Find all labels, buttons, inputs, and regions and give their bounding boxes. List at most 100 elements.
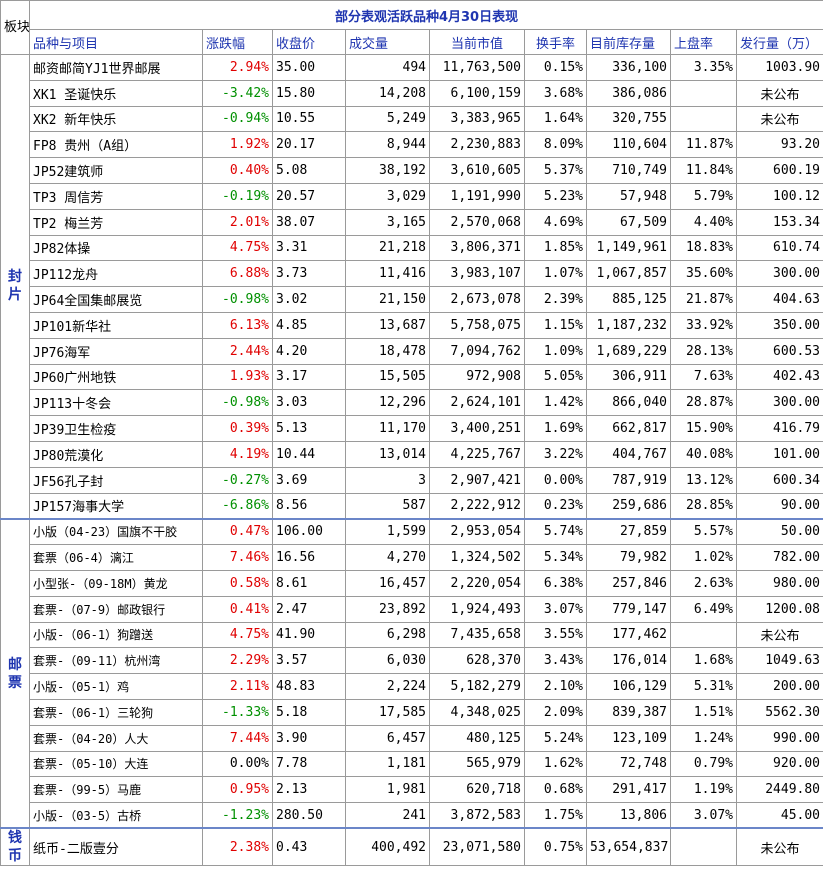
row-listing-rate: 28.13% <box>670 337 737 365</box>
row-stock: 72,748 <box>586 750 671 778</box>
table-row: JP112龙舟 6.88% 3.73 11,416 3,983,107 1.07% 1,06… <box>1 260 823 288</box>
table-row: JP157海事大学 -6.86% 8.56 587 2,222,912 0.23% 259,… <box>1 492 823 520</box>
row-listing-rate <box>670 621 737 649</box>
row-market-value: 5,758,075 <box>429 311 525 339</box>
row-turnover: 3.68% <box>524 79 587 107</box>
row-stock: 123,109 <box>586 724 671 752</box>
row-change: 2.38% <box>202 827 273 867</box>
row-volume: 2,224 <box>345 673 430 700</box>
corner-label: 板块 <box>0 0 30 55</box>
row-turnover: 5.34% <box>524 544 587 571</box>
section-label: 封片 <box>0 53 30 520</box>
row-price: 5.13 <box>272 415 346 442</box>
row-volume: 11,416 <box>345 260 430 288</box>
row-issue: 920.00 <box>735 750 823 778</box>
row-name: JP157海事大学 <box>29 492 203 520</box>
row-volume: 1,981 <box>345 776 430 804</box>
row-stock: 27,859 <box>586 517 671 546</box>
row-stock: 885,125 <box>586 286 671 313</box>
table-row: JP101新华社 6.13% 4.85 13,687 5,758,075 1.15% 1,1… <box>1 311 823 339</box>
table-row: 套票-（99-5）马鹿 0.95% 2.13 1,981 620,718 0.68% 291… <box>1 776 823 804</box>
row-listing-rate: 1.51% <box>670 698 737 726</box>
row-listing-rate: 3.35% <box>670 54 737 81</box>
row-volume: 13,687 <box>345 311 430 339</box>
row-stock: 1,689,229 <box>586 337 671 365</box>
row-market-value: 1,191,990 <box>429 182 525 210</box>
row-name: 纸币-二版壹分 <box>29 827 203 867</box>
table-row: 套票-（09-11）杭州湾 2.29% 3.57 6,030 628,370 3.43% 1… <box>1 647 823 675</box>
row-price: 3.31 <box>272 234 346 262</box>
row-change: 1.92% <box>202 131 273 159</box>
row-name: 套票-（05-10）大连 <box>29 750 203 778</box>
row-market-value: 2,953,054 <box>429 517 525 546</box>
row-stock: 1,067,857 <box>586 260 671 288</box>
table-row: 套票-（04-20）人大 7.44% 3.90 6,457 480,125 5.24% 12… <box>1 724 823 752</box>
row-turnover: 3.22% <box>524 440 587 468</box>
row-turnover: 3.07% <box>524 595 587 623</box>
row-turnover: 2.10% <box>524 673 587 700</box>
row-price: 5.18 <box>272 698 346 726</box>
row-volume: 241 <box>345 802 430 829</box>
row-issue: 100.12 <box>735 182 823 210</box>
row-market-value: 620,718 <box>429 776 525 804</box>
row-price: 3.57 <box>272 647 346 675</box>
row-market-value: 2,222,912 <box>429 492 525 520</box>
row-change: 0.47% <box>202 517 273 546</box>
row-market-value: 972,908 <box>429 363 525 391</box>
row-price: 5.08 <box>272 157 346 184</box>
row-name: 小版-（06-1）狗蹭送 <box>29 621 203 649</box>
row-market-value: 3,383,965 <box>429 105 525 133</box>
row-turnover: 1.69% <box>524 415 587 442</box>
row-price: 4.85 <box>272 311 346 339</box>
row-listing-rate: 1.19% <box>670 776 737 804</box>
row-volume: 400,492 <box>345 827 430 867</box>
row-listing-rate: 18.83% <box>670 234 737 262</box>
row-listing-rate: 21.87% <box>670 286 737 313</box>
row-issue: 101.00 <box>735 440 823 468</box>
row-name: TP2 梅兰芳 <box>29 208 203 236</box>
row-turnover: 1.75% <box>524 802 587 829</box>
row-listing-rate: 28.87% <box>670 389 737 417</box>
row-price: 38.07 <box>272 208 346 236</box>
row-volume: 3,029 <box>345 182 430 210</box>
row-change: 2.01% <box>202 208 273 236</box>
row-listing-rate <box>670 79 737 107</box>
row-issue: 300.00 <box>735 389 823 417</box>
row-name: JP52建筑师 <box>29 157 203 184</box>
row-market-value: 2,570,068 <box>429 208 525 236</box>
row-listing-rate: 28.85% <box>670 492 737 520</box>
row-name: 邮资邮简YJ1世界邮展 <box>29 54 203 81</box>
row-name: JP101新华社 <box>29 311 203 339</box>
row-listing-rate: 5.57% <box>670 517 737 546</box>
row-change: 7.44% <box>202 724 273 752</box>
row-name: JP82体操 <box>29 234 203 262</box>
row-volume: 18,478 <box>345 337 430 365</box>
row-name: 小版-（03-5）古桥 <box>29 802 203 829</box>
row-market-value: 3,610,605 <box>429 157 525 184</box>
row-turnover: 1.15% <box>524 311 587 339</box>
row-market-value: 3,400,251 <box>429 415 525 442</box>
row-change: -0.98% <box>202 389 273 417</box>
row-name: TP3 周信芳 <box>29 182 203 210</box>
table-row: JP80荒漠化 4.19% 10.44 13,014 4,225,767 3.22% 404… <box>1 440 823 468</box>
row-turnover: 1.62% <box>524 750 587 778</box>
row-stock: 306,911 <box>586 363 671 391</box>
row-issue: 350.00 <box>735 311 823 339</box>
row-stock: 79,982 <box>586 544 671 571</box>
row-change: 4.75% <box>202 234 273 262</box>
row-listing-rate: 15.90% <box>670 415 737 442</box>
row-volume: 1,599 <box>345 517 430 546</box>
row-issue: 600.53 <box>735 337 823 365</box>
row-price: 16.56 <box>272 544 346 571</box>
row-market-value: 6,100,159 <box>429 79 525 107</box>
row-stock: 13,806 <box>586 802 671 829</box>
row-market-value: 2,907,421 <box>429 466 525 494</box>
row-price: 8.56 <box>272 492 346 520</box>
row-market-value: 565,979 <box>429 750 525 778</box>
table-row: 套票-（07-9）邮政银行 0.41% 2.47 23,892 1,924,493 3.0… <box>1 595 823 623</box>
table-row: JP113十冬会 -0.98% 3.03 12,296 2,624,101 1.42% 86… <box>1 389 823 417</box>
row-issue: 610.74 <box>735 234 823 262</box>
row-turnover: 1.85% <box>524 234 587 262</box>
